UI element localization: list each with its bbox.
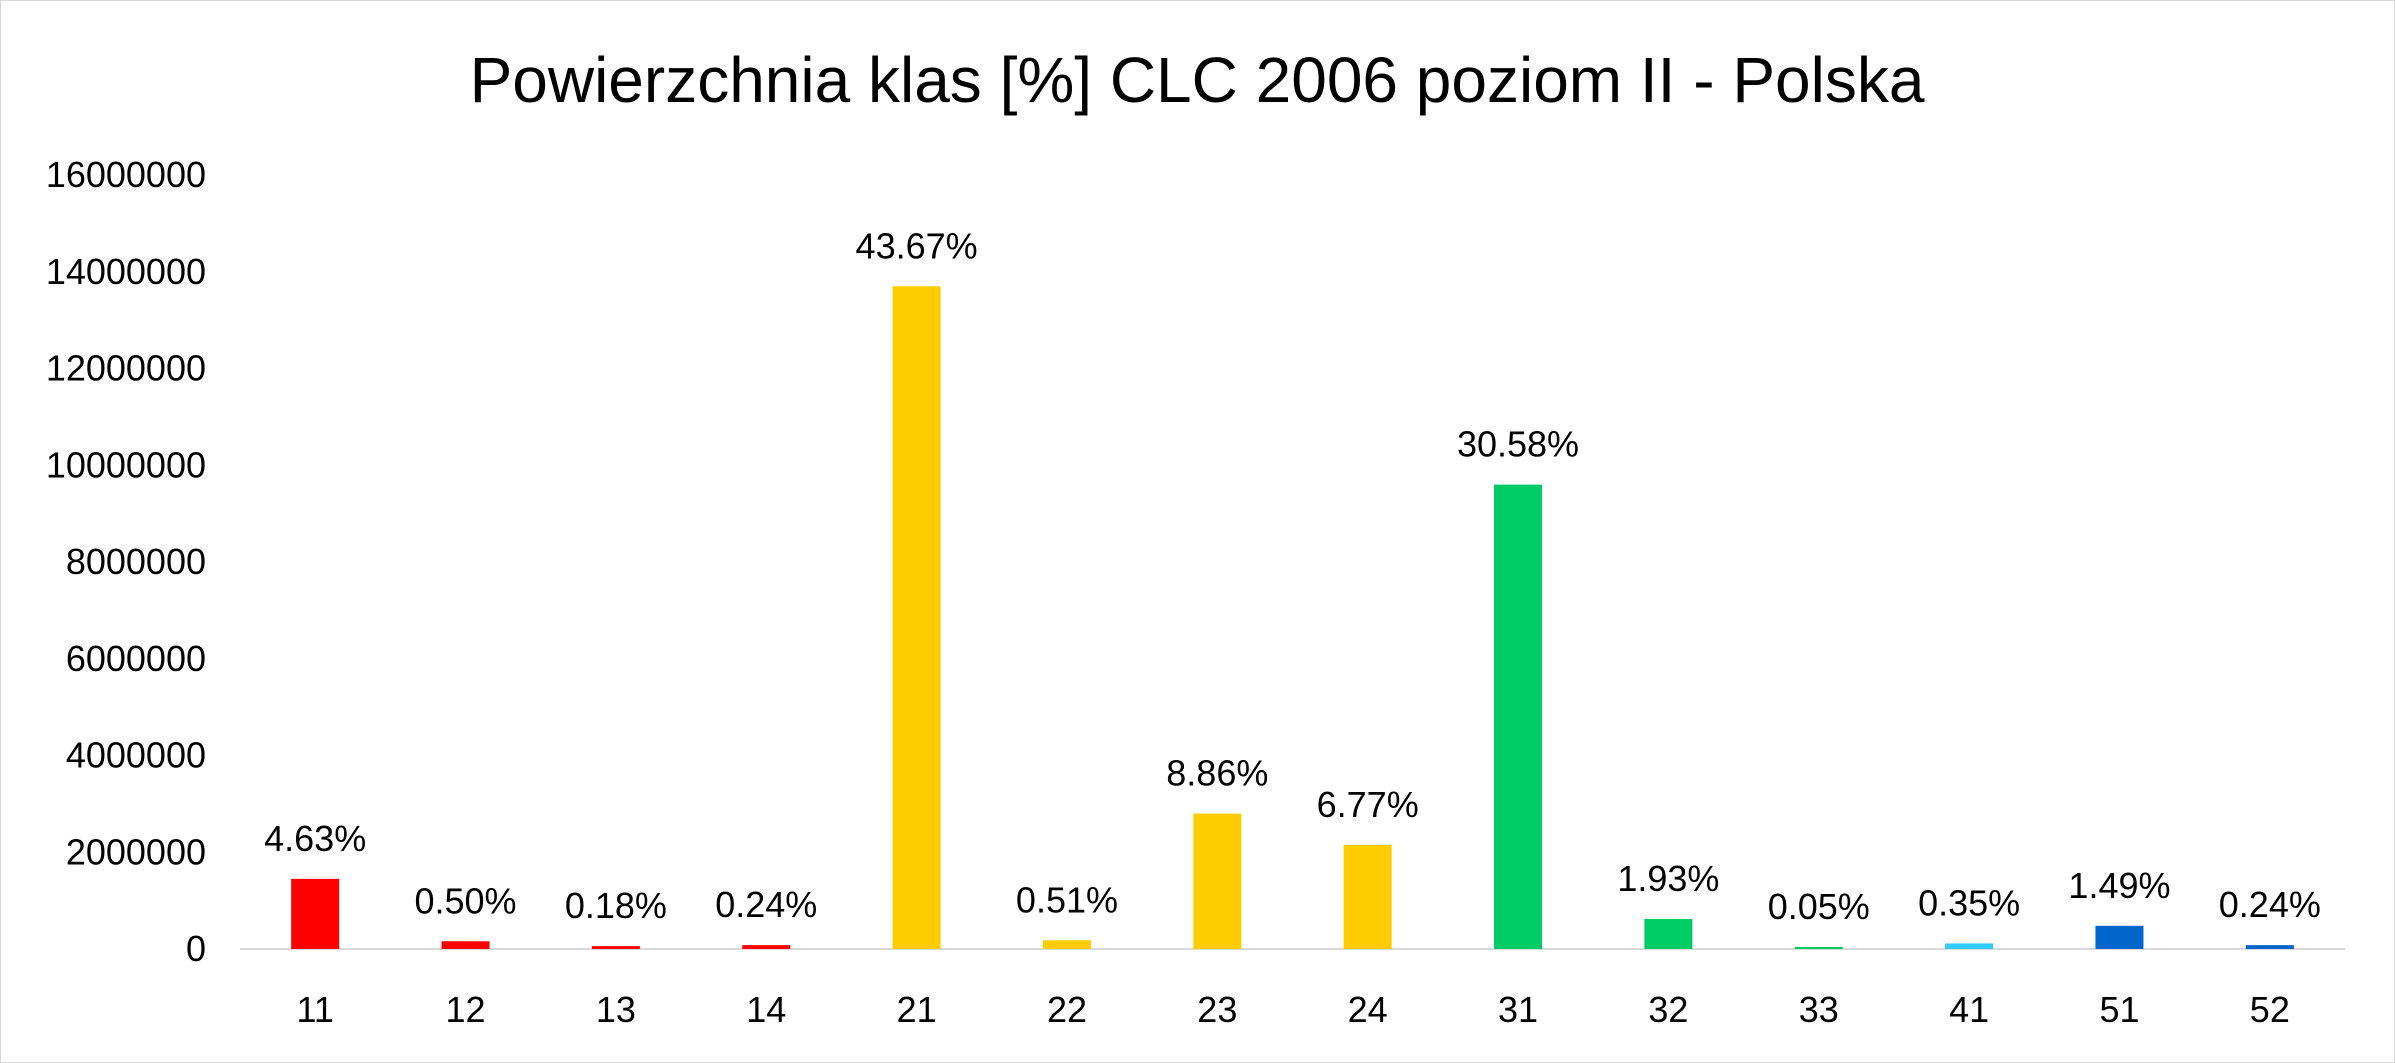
- x-axis: 11 12 13 14 21 22 23 24 31 32 33 41 51 52: [240, 948, 2345, 1030]
- data-label: 8.86%: [1166, 753, 1268, 794]
- x-tick-label: 41: [1949, 989, 1989, 1030]
- data-label: 0.35%: [1918, 882, 2020, 923]
- bar-22: [1042, 940, 1091, 949]
- data-label: 1.49%: [2068, 865, 2170, 906]
- y-tick-label: 12000000: [46, 348, 206, 389]
- x-tick-label: 13: [596, 989, 636, 1030]
- bar-12: [441, 941, 490, 949]
- x-tick-label: 23: [1197, 989, 1237, 1030]
- bar-14: [742, 945, 791, 949]
- x-tick-label: 33: [1799, 989, 1839, 1030]
- data-label: 0.24%: [2219, 884, 2321, 925]
- x-tick-label: 12: [446, 989, 486, 1030]
- y-tick-label: 8000000: [66, 541, 206, 582]
- y-tick-label: 14000000: [46, 251, 206, 292]
- data-label: 4.63%: [264, 818, 366, 859]
- bar-11: [291, 878, 340, 949]
- data-label: 0.50%: [414, 880, 516, 921]
- x-tick-label: 52: [2250, 989, 2290, 1030]
- bar-21: [892, 286, 941, 949]
- data-labels: 4.63% 0.50% 0.18% 0.24% 43.67% 0.51% 8.86% 6.77…: [264, 225, 2321, 927]
- x-tick-label: 22: [1047, 989, 1087, 1030]
- data-label: 30.58%: [1457, 424, 1579, 465]
- data-label: 1.93%: [1617, 858, 1719, 899]
- bar-51: [2095, 925, 2144, 949]
- y-axis: 0 2000000 4000000 6000000 8000000 10000000 120…: [46, 154, 206, 969]
- data-label: 0.18%: [565, 885, 667, 926]
- bars: [291, 286, 2294, 949]
- bar-33: [1794, 947, 1843, 949]
- y-tick-label: 16000000: [46, 154, 206, 195]
- x-tick-label: 51: [2099, 989, 2139, 1030]
- x-tick-label: 32: [1648, 989, 1688, 1030]
- data-label: 6.77%: [1317, 784, 1419, 825]
- y-tick-label: 4000000: [66, 735, 206, 776]
- x-tick-label: 31: [1498, 989, 1538, 1030]
- x-tick-label: 24: [1348, 989, 1388, 1030]
- x-tick-label: 21: [897, 989, 937, 1030]
- chart-title: Powierzchnia klas [%] CLC 2006 poziom II…: [470, 44, 1925, 116]
- x-tick-label: 14: [746, 989, 786, 1030]
- x-tick-label: 11: [296, 989, 333, 1030]
- data-label: 0.24%: [715, 884, 817, 925]
- bar-41: [1945, 943, 1994, 949]
- bar-32: [1644, 919, 1693, 949]
- y-tick-label: 6000000: [66, 638, 206, 679]
- y-tick-label: 2000000: [66, 831, 206, 872]
- data-label: 43.67%: [856, 225, 978, 266]
- y-tick-label: 0: [186, 928, 206, 969]
- bar-13: [591, 946, 640, 949]
- data-label: 0.51%: [1016, 879, 1118, 920]
- data-label: 0.05%: [1768, 886, 1870, 927]
- bar-52: [2245, 945, 2294, 949]
- bar-23: [1193, 813, 1242, 949]
- bar-31: [1494, 484, 1543, 949]
- y-tick-label: 10000000: [46, 444, 206, 485]
- bar-24: [1343, 844, 1392, 949]
